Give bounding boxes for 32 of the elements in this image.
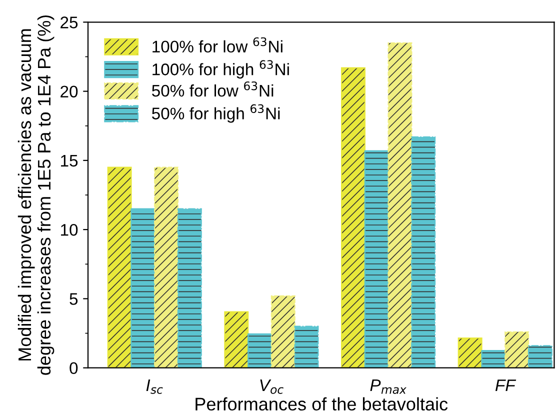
bar <box>411 136 436 368</box>
bar <box>364 150 389 368</box>
legend-label: 100% for low $^{63}$Ni <box>152 37 282 53</box>
y-tick-label: 25 <box>60 16 78 28</box>
x-tick-label: P$_{max}$ <box>370 380 407 394</box>
x-axis-title: Performances of the betavoltaic <box>196 397 448 411</box>
bar <box>528 345 552 368</box>
y-axis-title: Modified improved efficiencies as vacuum degree increases from 1E5 Pa to 1E4 Pa (%) <box>18 15 54 375</box>
x-tick-label: V$_{oc}$ <box>260 380 284 394</box>
legend-label: 50% for low $^{63}$Ni <box>152 81 274 97</box>
bar <box>294 326 319 368</box>
bar <box>270 295 296 368</box>
x-tick-label: I$_{sc}$ <box>146 380 163 394</box>
y-tick-label: 5 <box>70 293 78 305</box>
y-tick-label: 0 <box>70 362 78 374</box>
y-tick-label: 10 <box>61 224 78 236</box>
x-tick-label: FF <box>495 380 516 392</box>
bar <box>458 338 482 368</box>
bar <box>504 331 530 368</box>
bar <box>388 42 412 368</box>
bar <box>224 311 249 368</box>
y-tick-label: 20 <box>60 86 78 98</box>
bar <box>341 67 366 368</box>
bar <box>130 208 156 368</box>
bar <box>248 333 272 368</box>
y-tick-label: 15 <box>61 155 78 167</box>
bar <box>107 166 132 368</box>
legend-label: 50% for high $^{63}$Ni <box>152 104 280 123</box>
bar <box>481 350 506 368</box>
bar <box>177 208 202 368</box>
bar <box>154 166 179 368</box>
legend-label: 100% for high $^{63}$Ni <box>152 60 289 79</box>
